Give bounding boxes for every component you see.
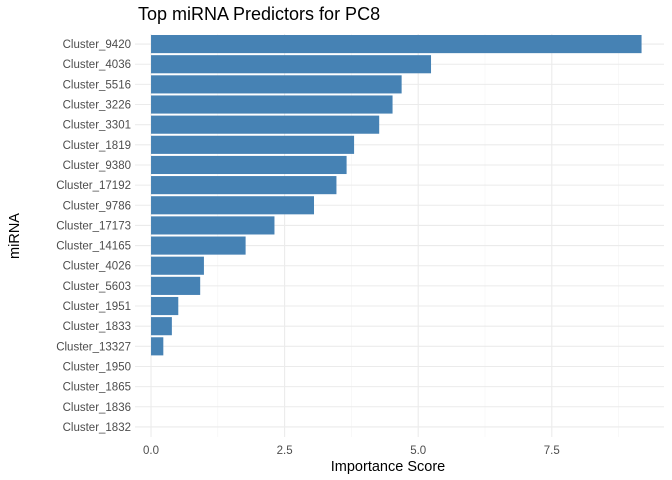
y-tick-label: Cluster_1865 xyxy=(63,382,131,394)
y-tick-label: Cluster_1833 xyxy=(63,321,131,333)
y-tick-label: Cluster_9380 xyxy=(63,160,131,172)
y-tick-label: Cluster_17192 xyxy=(56,180,131,192)
y-tick-labels: Cluster_9420 Cluster_4036 Cluster_5516 Clus… xyxy=(56,39,131,434)
y-tick-label: Cluster_1832 xyxy=(63,422,131,434)
y-tick-label: Cluster_4036 xyxy=(63,59,131,71)
bar-cluster-14165 xyxy=(151,236,246,255)
y-tick-label: Cluster_9786 xyxy=(63,200,131,212)
y-tick-label: Cluster_1836 xyxy=(63,402,131,414)
bar-cluster-4026 xyxy=(151,256,204,275)
bar-cluster-13327 xyxy=(151,337,164,356)
bars xyxy=(151,35,642,356)
bar-cluster-1819 xyxy=(151,135,355,154)
bar-cluster-17173 xyxy=(151,216,275,235)
y-axis-title: miRNA xyxy=(7,213,23,259)
bar-cluster-9380 xyxy=(151,155,347,175)
y-tick-label: Cluster_1951 xyxy=(63,301,131,313)
bar-cluster-9420 xyxy=(151,35,642,54)
y-tick-label: Cluster_1819 xyxy=(63,140,131,152)
y-tick-label: Cluster_5516 xyxy=(63,79,131,91)
y-tick-label: Cluster_3301 xyxy=(63,120,131,132)
bar-cluster-1951 xyxy=(151,296,179,316)
bar-cluster-3226 xyxy=(151,95,393,114)
bar-cluster-9786 xyxy=(151,196,315,215)
x-tick-labels: 0.0 2.5 5.0 7.5 xyxy=(143,445,560,457)
x-axis-title: Importance Score xyxy=(331,459,445,475)
y-tick-label: Cluster_4026 xyxy=(63,261,131,273)
y-tick-label: Cluster_9420 xyxy=(63,39,131,51)
bar-cluster-17192 xyxy=(151,176,337,195)
x-tick-label: 0.0 xyxy=(143,445,159,457)
y-tick-label: Cluster_14165 xyxy=(56,241,131,253)
y-tick-label: Cluster_17173 xyxy=(56,220,131,232)
x-tick-label: 2.5 xyxy=(277,445,293,457)
y-tick-label: Cluster_3226 xyxy=(63,100,131,112)
gridlines xyxy=(135,34,664,437)
y-tick-label: Cluster_5603 xyxy=(63,281,131,293)
bar-cluster-4036 xyxy=(151,55,432,74)
bar-cluster-5603 xyxy=(151,276,201,295)
bar-cluster-5516 xyxy=(151,75,402,94)
chart-title: Top miRNA Predictors for PC8 xyxy=(138,4,380,24)
y-tick-label: Cluster_1950 xyxy=(63,361,131,373)
bar-cluster-3301 xyxy=(151,115,380,134)
bar-cluster-1833 xyxy=(151,317,172,336)
y-tick-label: Cluster_13327 xyxy=(56,341,131,353)
x-tick-label: 5.0 xyxy=(410,445,426,457)
x-tick-label: 7.5 xyxy=(544,445,560,457)
